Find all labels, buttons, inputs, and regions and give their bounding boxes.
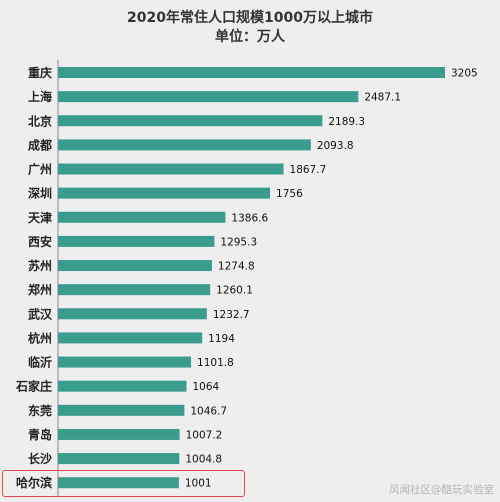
category-label: 哈尔滨 (16, 475, 52, 490)
category-label: 重庆 (28, 65, 52, 80)
value-label: 1004.8 (185, 454, 222, 466)
category-label: 苏州 (28, 258, 52, 273)
category-label: 石家庄 (15, 379, 52, 394)
value-label: 1001 (185, 478, 212, 490)
bar (58, 453, 180, 465)
watermark: 风闻社区@酷玩实验室 (389, 484, 494, 496)
category-label: 长沙 (28, 451, 52, 466)
value-label: 2093.8 (317, 140, 354, 152)
value-label: 3205 (451, 68, 478, 80)
category-label: 青岛 (28, 427, 52, 442)
bar (58, 91, 359, 103)
category-label: 广州 (28, 162, 52, 177)
bar (58, 404, 185, 416)
value-label: 1867.7 (290, 164, 327, 176)
highlight-box (2, 470, 245, 497)
bar (58, 477, 179, 489)
category-label: 深圳 (28, 186, 52, 201)
bar (58, 163, 284, 175)
bar (58, 332, 203, 344)
value-label: 1295.3 (220, 236, 257, 248)
value-label: 1007.2 (186, 429, 223, 441)
bar (58, 260, 212, 272)
bar (58, 211, 226, 223)
value-label: 1260.1 (216, 285, 253, 297)
category-label: 武汉 (28, 306, 53, 321)
chart-subtitle: 单位：万人 (215, 29, 285, 45)
category-label: 临沂 (28, 355, 52, 370)
bar (58, 356, 192, 368)
value-label: 1386.6 (231, 212, 268, 224)
bar (58, 187, 271, 199)
value-label: 1101.8 (197, 357, 234, 369)
category-label: 西安 (28, 234, 52, 249)
value-label: 1232.7 (213, 309, 250, 321)
bar (58, 115, 323, 127)
category-label: 北京 (28, 113, 52, 128)
category-label: 郑州 (28, 282, 52, 297)
bar (58, 235, 215, 247)
value-label: 1756 (276, 188, 303, 200)
bar (58, 284, 211, 296)
value-label: 1274.8 (218, 261, 255, 273)
bar (58, 428, 180, 440)
bar (58, 308, 207, 320)
value-label: 2487.1 (364, 92, 401, 104)
category-label: 天津 (28, 210, 52, 225)
value-label: 1064 (192, 381, 219, 393)
chart-title: 2020年常住人口规模1000万以上城市 (127, 10, 373, 26)
value-label: 2189.3 (328, 116, 365, 128)
value-label: 1194 (208, 333, 235, 345)
category-label: 成都 (28, 137, 52, 152)
value-label: 1046.7 (190, 405, 227, 417)
bar (58, 380, 187, 392)
category-label: 杭州 (28, 330, 52, 345)
category-label: 上海 (28, 89, 52, 104)
bar (58, 139, 311, 151)
bar (58, 67, 445, 78)
category-label: 东莞 (28, 403, 52, 418)
